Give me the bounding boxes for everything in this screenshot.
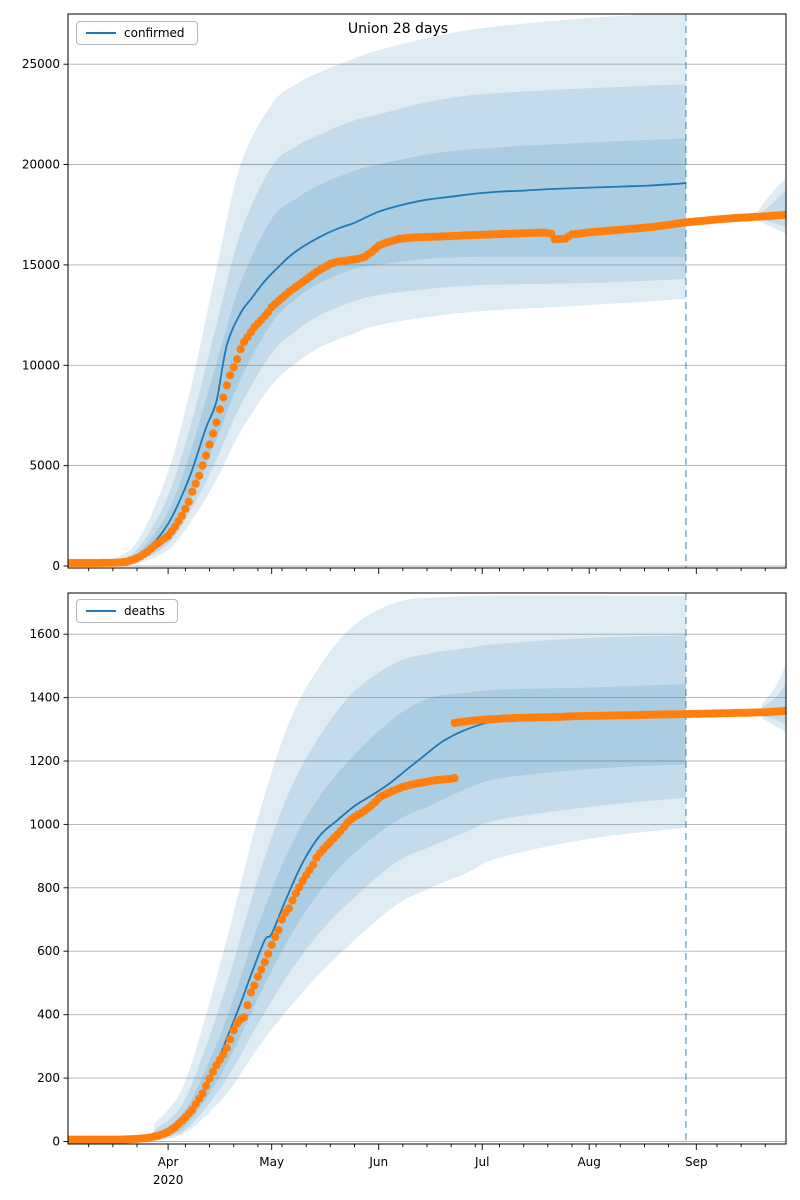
gridlines <box>68 633 786 1142</box>
svg-text:25000: 25000 <box>22 57 60 71</box>
legend-label-confirmed: confirmed <box>124 26 185 40</box>
svg-text:400: 400 <box>37 1008 60 1022</box>
band-inner <box>109 138 686 565</box>
band-late-outer <box>761 664 786 733</box>
x-tick-labels: Apr 2020 May Jun Jul Aug Sep <box>153 1155 708 1187</box>
svg-text:May: May <box>259 1155 284 1169</box>
svg-text:Sep: Sep <box>685 1155 708 1169</box>
svg-text:20000: 20000 <box>22 158 60 172</box>
svg-text:800: 800 <box>37 881 60 895</box>
y-tick-labels: 0 200 400 600 800 1000 1200 1400 1600 <box>29 627 60 1148</box>
confidence-bands <box>109 14 786 566</box>
band-outer <box>154 595 686 1141</box>
svg-text:0: 0 <box>52 559 60 573</box>
confidence-bands <box>154 595 786 1141</box>
svg-text:10000: 10000 <box>22 358 60 372</box>
svg-text:Apr: Apr <box>158 1155 179 1169</box>
legend-confirmed: confirmed <box>76 21 198 45</box>
ticks <box>63 63 766 574</box>
band-late-outer <box>754 177 786 234</box>
legend-label-deaths: deaths <box>124 604 165 618</box>
legend-deaths: deaths <box>76 599 178 623</box>
svg-text:1600: 1600 <box>29 627 60 641</box>
chart-confirmed: 0 5000 10000 15000 20000 25000 <box>22 13 787 574</box>
svg-text:1400: 1400 <box>29 691 60 705</box>
band-middle <box>154 635 686 1141</box>
band-middle <box>109 84 686 566</box>
svg-text:600: 600 <box>37 944 60 958</box>
legend-line-sample-confirmed <box>86 32 116 34</box>
svg-text:0: 0 <box>52 1135 60 1149</box>
svg-text:Jun: Jun <box>368 1155 388 1169</box>
svg-text:200: 200 <box>37 1071 60 1085</box>
gridlines <box>68 63 786 567</box>
ticks <box>63 633 766 1150</box>
svg-text:Aug: Aug <box>577 1155 600 1169</box>
band-outer <box>109 14 686 566</box>
svg-text:2020: 2020 <box>153 1173 184 1187</box>
svg-text:1000: 1000 <box>29 817 60 831</box>
chart-deaths: 0 200 400 600 800 1000 1200 1400 1600 Apr 2020 May J… <box>29 592 787 1187</box>
svg-text:5000: 5000 <box>29 459 60 473</box>
observed-points <box>68 210 786 568</box>
band-inner <box>154 684 686 1140</box>
page-title: Union 28 days <box>347 21 449 37</box>
svg-text:Jul: Jul <box>474 1155 489 1169</box>
svg-text:15000: 15000 <box>22 258 60 272</box>
legend-line-sample-deaths <box>86 610 116 612</box>
y-tick-labels: 0 5000 10000 15000 20000 25000 <box>22 57 60 573</box>
svg-text:1200: 1200 <box>29 754 60 768</box>
forecast-line <box>68 182 686 567</box>
observed-points <box>68 706 786 1144</box>
